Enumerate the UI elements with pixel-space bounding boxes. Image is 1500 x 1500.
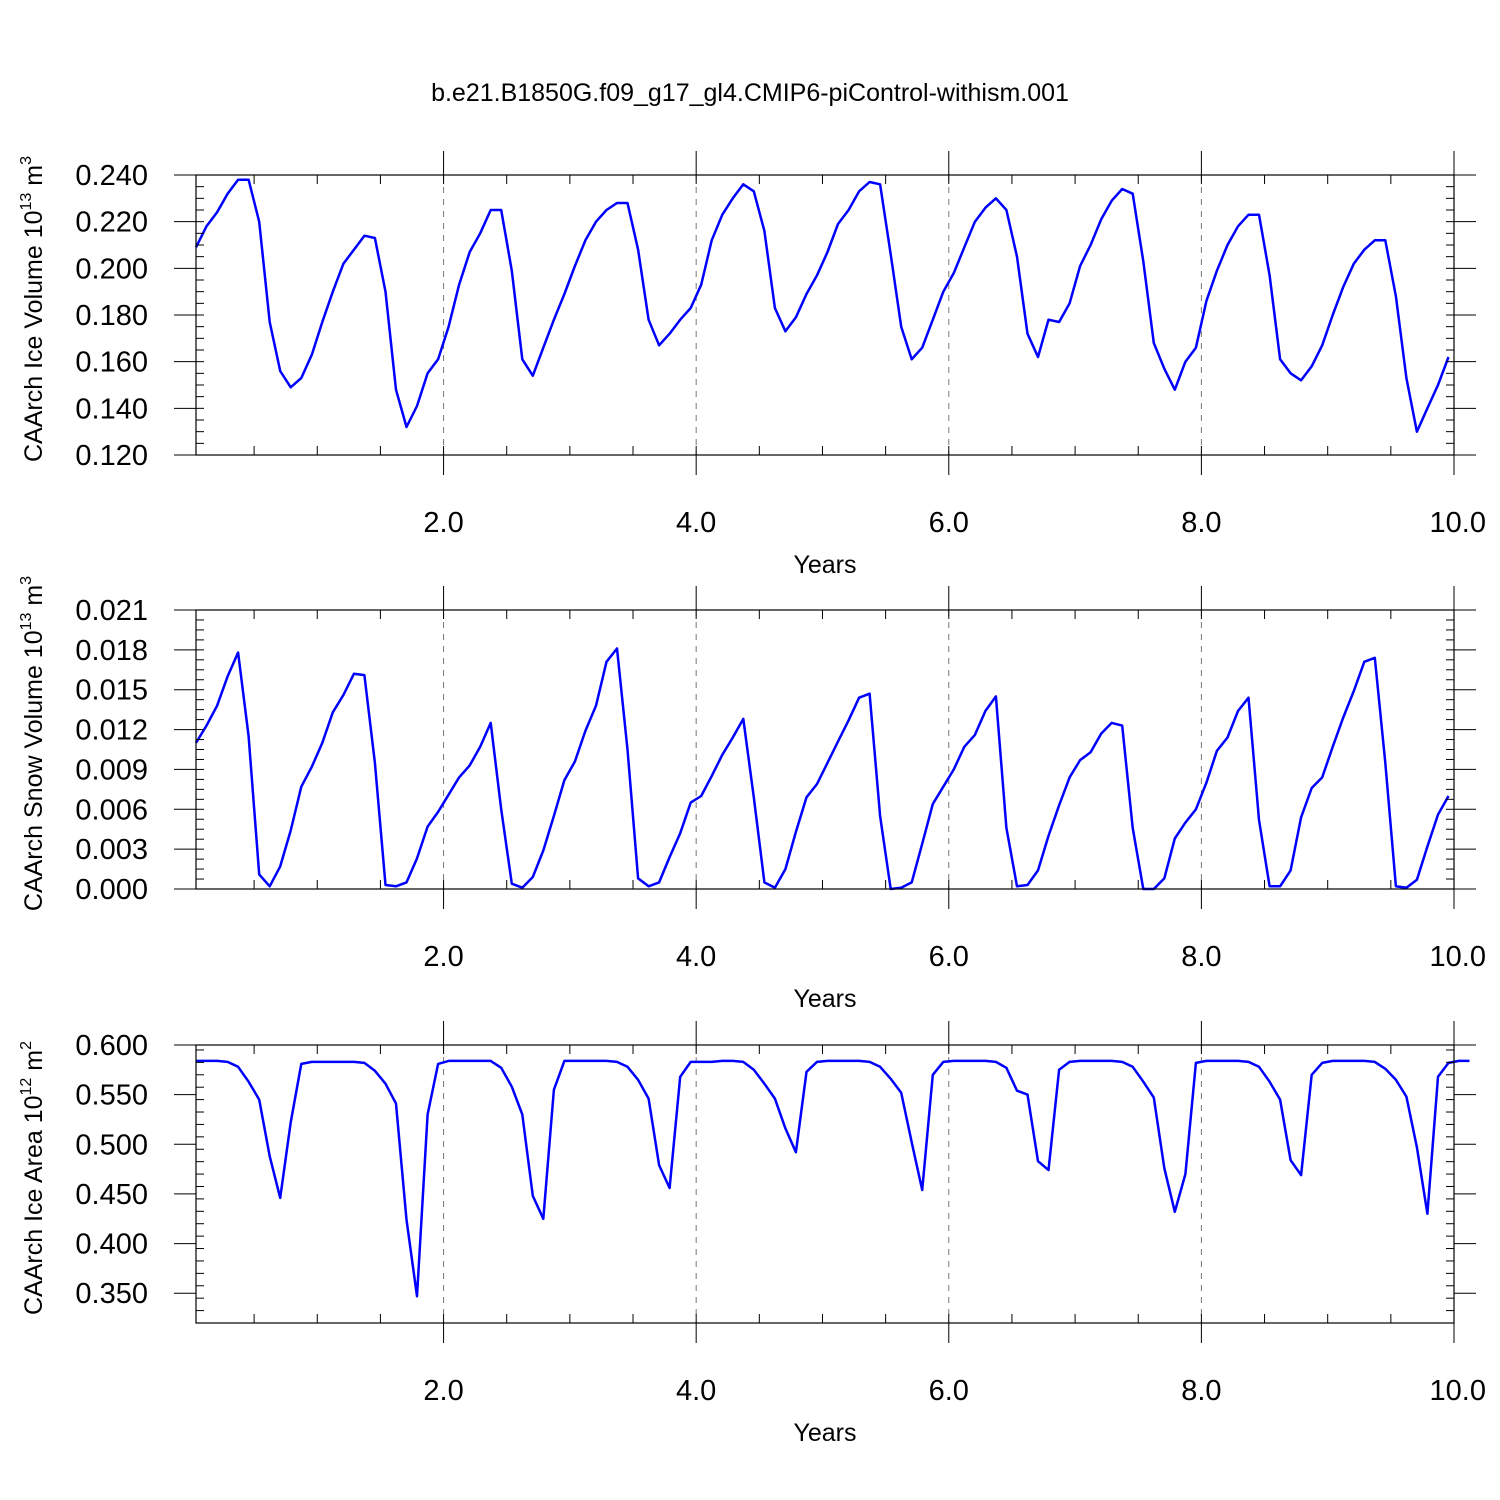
y-tick-label: 0.009 xyxy=(75,754,148,786)
y-tick-label: 0.500 xyxy=(75,1129,148,1161)
plot-frame xyxy=(195,609,1455,890)
y-tick-label: 0.220 xyxy=(75,207,148,239)
y-tick-label: 0.450 xyxy=(75,1179,148,1211)
y-tick-label: 0.200 xyxy=(75,253,148,285)
y-tick-label: 0.160 xyxy=(75,347,148,379)
y-tick-label: 0.021 xyxy=(75,595,148,627)
y-tick-label: 0.550 xyxy=(75,1080,148,1112)
x-tick-label: 8.0 xyxy=(1181,507,1221,539)
y-tick-label: 0.240 xyxy=(75,160,148,192)
x-tick-label: 10.0 xyxy=(1430,941,1486,973)
plot-frame xyxy=(195,1044,1455,1324)
x-tick-label: 2.0 xyxy=(423,1375,463,1407)
x-axis-label: Years xyxy=(793,985,856,1013)
y-tick-label: 0.600 xyxy=(75,1030,148,1062)
y-tick-label: 0.015 xyxy=(75,675,148,707)
y-tick-label: 0.140 xyxy=(75,393,148,425)
x-tick-label: 4.0 xyxy=(676,1375,716,1407)
y-axis-label-exponent: 3 xyxy=(18,156,35,165)
y-axis-label-part: CAArch Snow Volume 10 xyxy=(20,630,48,911)
y-tick-label: 0.400 xyxy=(75,1229,148,1261)
y-axis-label: CAArch Ice Area 1012 m2 xyxy=(18,1041,48,1315)
y-tick-label: 0.180 xyxy=(75,300,148,332)
y-tick-label: 0.018 xyxy=(75,635,148,667)
y-axis-label-exponent: 12 xyxy=(18,1078,35,1096)
y-axis-label-exponent: 3 xyxy=(18,576,35,585)
chart-panel-2: 0.000 0.003 0.006 0.009 0.012 0.015 0.018 0.021… xyxy=(18,576,1486,1013)
x-tick-label: 6.0 xyxy=(929,507,969,539)
y-tick-label: 0.006 xyxy=(75,794,148,826)
y-tick-label: 0.003 xyxy=(75,834,148,866)
x-axis-label: Years xyxy=(793,551,856,579)
x-tick-label: 4.0 xyxy=(676,941,716,973)
y-axis-label-part: m xyxy=(20,165,48,193)
x-tick-label: 6.0 xyxy=(929,1375,969,1407)
y-axis-label-part: CAArch Ice Volume 10 xyxy=(20,210,48,462)
chart-panel-1: 0.120 0.140 0.160 0.180 0.200 0.220 0.240 2.0 4.… xyxy=(18,151,1486,579)
y-tick-label: 0.012 xyxy=(75,715,148,747)
x-tick-label: 4.0 xyxy=(676,507,716,539)
x-tick-label: 10.0 xyxy=(1430,1375,1486,1407)
x-tick-label: 6.0 xyxy=(929,941,969,973)
series-line xyxy=(194,647,1450,891)
series-line xyxy=(196,1059,1470,1298)
chart-panels: 0.120 0.140 0.160 0.180 0.200 0.220 0.240 2.0 4.… xyxy=(18,151,1486,1447)
x-axis-label: Years xyxy=(793,1419,856,1447)
y-axis-label: CAArch Ice Volume 1013 m3 xyxy=(18,156,48,462)
x-tick-label: 8.0 xyxy=(1181,1375,1221,1407)
y-axis-label-exponent: 2 xyxy=(18,1041,35,1050)
y-axis-label-part: CAArch Ice Area 10 xyxy=(20,1095,48,1315)
y-tick-label: 0.120 xyxy=(75,440,148,472)
series-line xyxy=(194,178,1450,433)
x-tick-label: 10.0 xyxy=(1430,507,1486,539)
x-tick-label: 8.0 xyxy=(1181,941,1221,973)
figure-title: b.e21.B1850G.f09_g17_gl4.CMIP6-piControl… xyxy=(431,79,1069,107)
y-tick-label: 0.000 xyxy=(75,874,148,906)
y-axis-label-exponent: 13 xyxy=(18,193,35,211)
x-tick-label: 2.0 xyxy=(423,507,463,539)
chart-panel-3: 0.350 0.400 0.450 0.500 0.550 0.600 2.0 4.0 6.0 8… xyxy=(18,1021,1486,1447)
y-axis-label-part: m xyxy=(20,585,48,613)
y-axis-label-part: m xyxy=(20,1050,48,1078)
plot-frame xyxy=(195,174,1455,456)
y-axis-label-exponent: 13 xyxy=(18,612,35,630)
y-tick-label: 0.350 xyxy=(75,1278,148,1310)
y-axis-label: CAArch Snow Volume 1013 m3 xyxy=(18,576,48,911)
x-tick-label: 2.0 xyxy=(423,941,463,973)
